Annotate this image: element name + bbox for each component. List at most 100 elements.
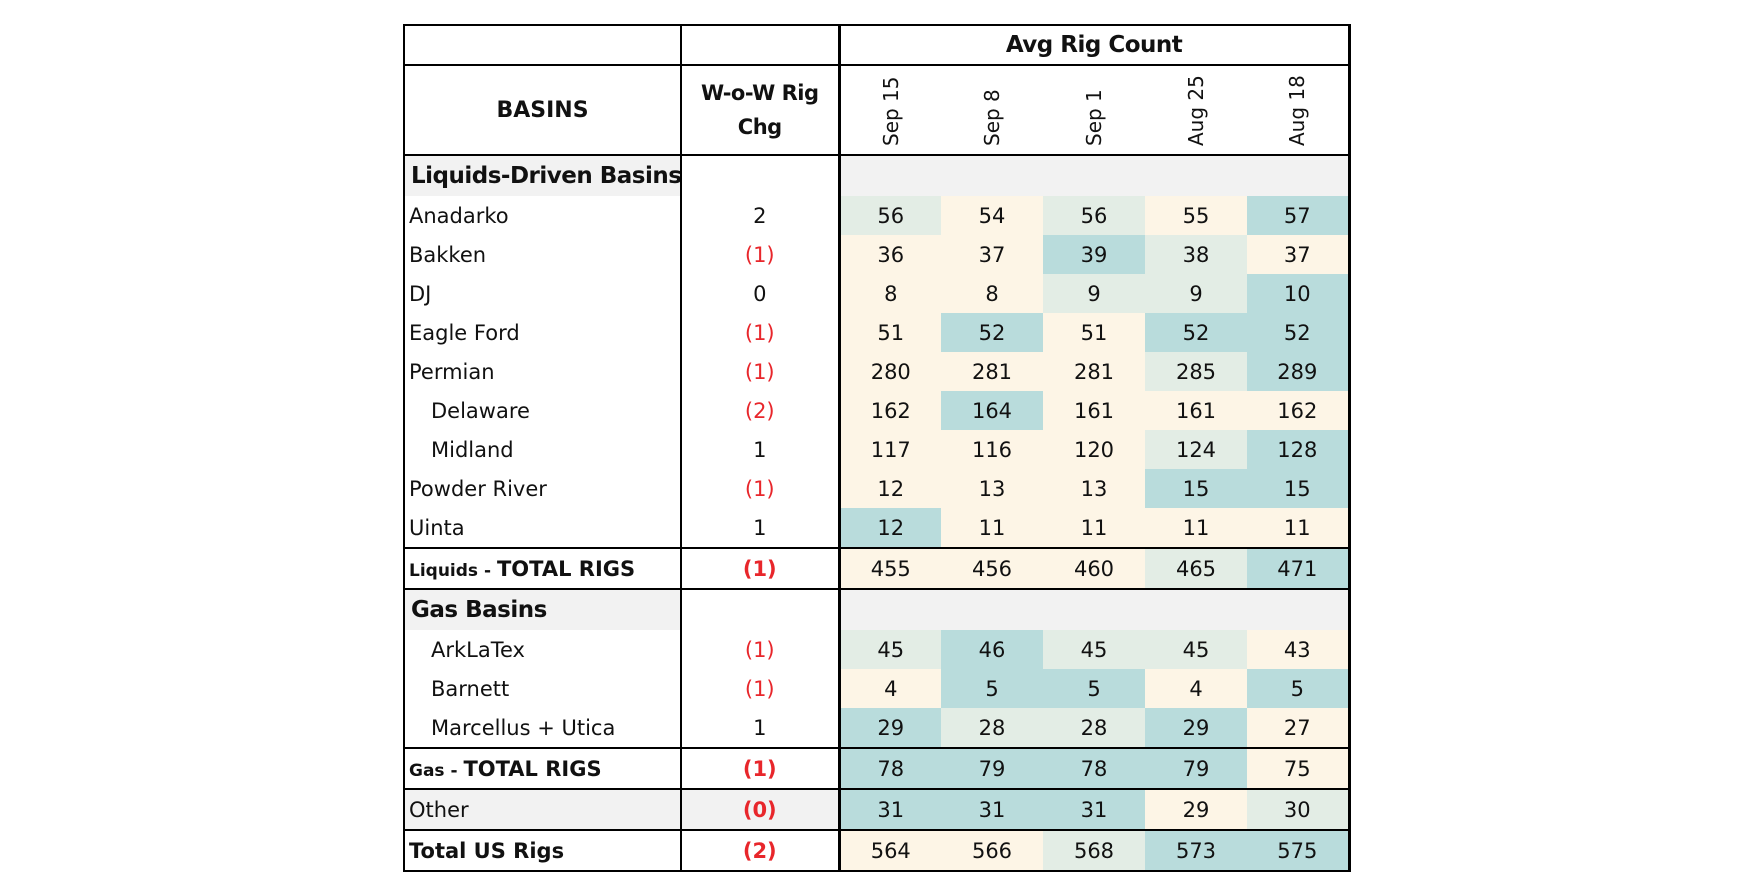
week-label: Sep 1 bbox=[1082, 89, 1106, 146]
table-row: Permian (1) 280 281 281 285 289 bbox=[403, 352, 1351, 391]
basin-name: ArkLaTex bbox=[403, 630, 681, 669]
table-row: ArkLaTex (1) 45 46 45 45 43 bbox=[403, 630, 1351, 669]
rig-count-cell: 46 bbox=[941, 630, 1043, 669]
total-prefix: Gas - bbox=[409, 760, 464, 781]
rig-count-cell: 78 bbox=[837, 748, 941, 790]
rig-count-table: Avg Rig Count BASINS W-o-W Rig Chg Sep 1… bbox=[403, 24, 1351, 872]
basin-name: Permian bbox=[403, 352, 681, 391]
wow-change: 1 bbox=[680, 708, 839, 749]
rig-count-cell: 12 bbox=[837, 469, 941, 508]
table-row: Delaware (2) 162 164 161 161 162 bbox=[403, 391, 1351, 430]
rig-count-cell: 31 bbox=[1043, 789, 1145, 831]
basin-name: Powder River bbox=[403, 469, 681, 508]
rig-count-cell: 11 bbox=[1145, 508, 1247, 549]
wow-change: 2 bbox=[680, 196, 839, 235]
section-title: Liquids-Driven Basins bbox=[403, 155, 681, 196]
section-title: Gas Basins bbox=[403, 589, 681, 630]
rig-count-cell: 12 bbox=[837, 508, 941, 549]
rig-count-cell: 164 bbox=[941, 391, 1043, 430]
section-spacer bbox=[837, 155, 1351, 196]
wow-change: (1) bbox=[680, 748, 839, 790]
rig-count-cell: 45 bbox=[837, 630, 941, 669]
rig-count-cell: 573 bbox=[1145, 830, 1247, 872]
rig-count-cell: 15 bbox=[1247, 469, 1351, 508]
rig-count-cell: 56 bbox=[1043, 196, 1145, 235]
rig-count-cell: 28 bbox=[941, 708, 1043, 749]
table-row: Eagle Ford (1) 51 52 51 52 52 bbox=[403, 313, 1351, 352]
rig-count-cell: 116 bbox=[941, 430, 1043, 469]
rig-count-cell: 471 bbox=[1247, 548, 1351, 590]
rig-count-cell: 460 bbox=[1043, 548, 1145, 590]
week-label: Aug 18 bbox=[1285, 75, 1310, 146]
rig-count-cell: 78 bbox=[1043, 748, 1145, 790]
rig-count-cell: 161 bbox=[1043, 391, 1145, 430]
rig-count-cell: 9 bbox=[1043, 274, 1145, 313]
rig-count-cell: 37 bbox=[1247, 235, 1351, 274]
rig-count-cell: 36 bbox=[837, 235, 941, 274]
grand-total-row: Total US Rigs (2) 564 566 568 573 575 bbox=[403, 830, 1351, 872]
section-spacer bbox=[680, 589, 839, 630]
total-label: TOTAL RIGS bbox=[463, 756, 602, 781]
header-blank-wow bbox=[680, 24, 839, 65]
rig-count-cell: 10 bbox=[1247, 274, 1351, 313]
rig-count-cell: 281 bbox=[1043, 352, 1145, 391]
rig-count-cell: 13 bbox=[1043, 469, 1145, 508]
rig-count-cell: 564 bbox=[837, 830, 941, 872]
table-row: Anadarko 2 56 54 56 55 57 bbox=[403, 196, 1351, 235]
wow-change: 1 bbox=[680, 430, 839, 469]
rig-count-cell: 5 bbox=[1247, 669, 1351, 708]
rig-count-cell: 45 bbox=[1043, 630, 1145, 669]
wow-change: (2) bbox=[680, 391, 839, 430]
other-row: Other (0) 31 31 31 29 30 bbox=[403, 789, 1351, 831]
table-row: Barnett (1) 4 5 5 4 5 bbox=[403, 669, 1351, 708]
rig-count-cell: 575 bbox=[1247, 830, 1351, 872]
rig-count-cell: 566 bbox=[941, 830, 1043, 872]
rig-count-cell: 15 bbox=[1145, 469, 1247, 508]
section-spacer bbox=[680, 155, 839, 196]
rig-count-cell: 55 bbox=[1145, 196, 1247, 235]
total-row: Liquids - TOTAL RIGS (1) 455 456 460 465 471 bbox=[403, 548, 1351, 590]
table-row: DJ 0 8 8 9 9 10 bbox=[403, 274, 1351, 313]
wow-header: W-o-W Rig Chg bbox=[680, 64, 839, 156]
wow-change: (1) bbox=[680, 235, 839, 274]
rig-count-cell: 27 bbox=[1247, 708, 1351, 749]
wow-change: (1) bbox=[680, 630, 839, 669]
rig-count-cell: 5 bbox=[941, 669, 1043, 708]
rig-count-cell: 54 bbox=[941, 196, 1043, 235]
rig-count-cell: 30 bbox=[1247, 789, 1351, 831]
basin-name: Marcellus + Utica bbox=[403, 708, 681, 749]
week-header: Aug 25 bbox=[1145, 65, 1247, 156]
basins-header: BASINS bbox=[403, 64, 681, 156]
rig-count-cell: 281 bbox=[941, 352, 1043, 391]
total-label: TOTAL RIGS bbox=[496, 556, 636, 581]
rig-count-cell: 285 bbox=[1145, 352, 1247, 391]
basin-name: Midland bbox=[403, 430, 681, 469]
rig-count-cell: 52 bbox=[1145, 313, 1247, 352]
section-spacer bbox=[837, 589, 1351, 630]
rig-count-cell: 280 bbox=[837, 352, 941, 391]
table-row: Powder River (1) 12 13 13 15 15 bbox=[403, 469, 1351, 508]
rig-count-cell: 79 bbox=[941, 748, 1043, 790]
rig-count-cell: 117 bbox=[837, 430, 941, 469]
rig-count-cell: 162 bbox=[837, 391, 941, 430]
total-prefix: Liquids - bbox=[409, 560, 497, 581]
rig-count-cell: 8 bbox=[941, 274, 1043, 313]
basin-name: Uinta bbox=[403, 508, 681, 549]
rig-count-cell: 120 bbox=[1043, 430, 1145, 469]
rig-count-cell: 4 bbox=[1145, 669, 1247, 708]
basin-name: Liquids - TOTAL RIGS bbox=[403, 548, 681, 590]
wow-change: (1) bbox=[680, 669, 839, 708]
rig-count-cell: 289 bbox=[1247, 352, 1351, 391]
week-header: Sep 8 bbox=[941, 65, 1043, 156]
wow-change: (0) bbox=[680, 789, 839, 831]
basin-name: DJ bbox=[403, 274, 681, 313]
rig-count-cell: 162 bbox=[1247, 391, 1351, 430]
rig-count-cell: 52 bbox=[941, 313, 1043, 352]
week-header: Sep 15 bbox=[837, 65, 941, 156]
week-label: Sep 15 bbox=[878, 76, 903, 146]
rig-count-cell: 57 bbox=[1247, 196, 1351, 235]
rig-count-cell: 29 bbox=[1145, 789, 1247, 831]
rig-count-cell: 128 bbox=[1247, 430, 1351, 469]
total-row: Gas - TOTAL RIGS (1) 78 79 78 79 75 bbox=[403, 748, 1351, 790]
header-blank-basins bbox=[403, 24, 681, 65]
